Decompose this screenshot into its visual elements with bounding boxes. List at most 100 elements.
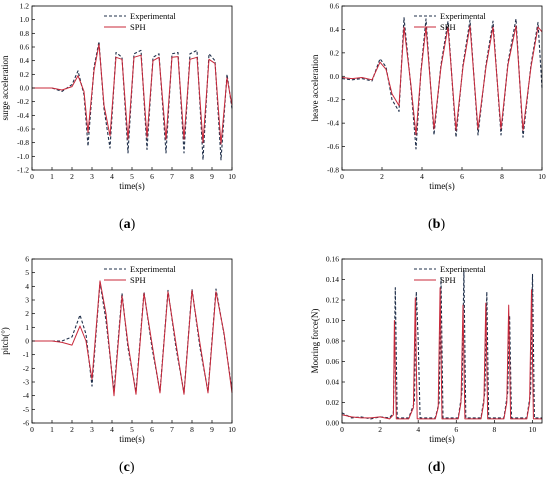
y-tick-label-b: 0.0	[330, 72, 340, 81]
x-tick-label-c: 6	[150, 425, 154, 434]
x-tick-label-a: 9	[210, 172, 214, 181]
x-tick-label-c: 2	[70, 425, 74, 434]
y-tick-label-c: 6	[25, 255, 29, 264]
legend-label-a-1: SPH	[130, 22, 146, 32]
series-line-a-experimental	[32, 40, 233, 161]
x-axis-label-d: time(s)	[429, 434, 455, 444]
x-tick-label-a: 0	[30, 172, 34, 181]
x-tick-label-a: 10	[228, 172, 236, 181]
y-tick-label-d: 0.02	[326, 398, 339, 407]
y-tick-label-c: -6	[23, 419, 29, 428]
series-line-b-sph	[341, 25, 543, 136]
y-tick-label-c: 5	[25, 268, 29, 277]
y-tick-label-a: -1.0	[17, 152, 29, 161]
y-tick-label-c: -1	[23, 350, 29, 359]
x-tick-label-b: 6	[460, 172, 464, 181]
series-line-d-experimental	[341, 269, 542, 420]
y-tick-label-a: -0.2	[17, 97, 29, 106]
plot-frame-b	[341, 5, 543, 171]
y-tick-label-c: 1	[25, 323, 29, 332]
x-tick-label-a: 7	[170, 172, 174, 181]
y-tick-label-d: 0.00	[326, 419, 339, 428]
panel-label-c: (c)	[119, 460, 135, 475]
y-tick-label-a: -0.6	[17, 125, 29, 134]
series-line-a-sph	[32, 43, 233, 145]
y-tick-label-b: 0.4	[330, 25, 340, 34]
x-tick-label-c: 3	[90, 425, 94, 434]
y-axis-label-b: heave acceleration	[310, 54, 320, 121]
x-tick-label-d: 6	[454, 425, 458, 434]
x-tick-label-a: 1	[50, 172, 54, 181]
x-tick-label-d: 0	[340, 425, 344, 434]
x-tick-label-c: 7	[170, 425, 174, 434]
x-tick-label-a: 8	[190, 172, 194, 181]
x-tick-label-a: 5	[130, 172, 134, 181]
y-axis-label-c: pitch(°)	[0, 327, 10, 355]
x-tick-label-c: 10	[228, 425, 236, 434]
x-tick-label-d: 2	[378, 425, 382, 434]
x-axis-label-b: time(s)	[429, 181, 455, 191]
y-tick-label-b: 0.2	[330, 48, 340, 57]
y-tick-label-a: 1.2	[20, 2, 30, 11]
x-tick-label-d: 4	[416, 425, 420, 434]
y-tick-label-a: -0.4	[17, 111, 29, 120]
x-tick-label-c: 9	[210, 425, 214, 434]
y-tick-label-c: 4	[25, 282, 29, 291]
x-tick-label-d: 8	[493, 425, 497, 434]
y-tick-label-b: -0.4	[327, 119, 339, 128]
legend-label-b-0: Experimental	[440, 11, 486, 21]
y-tick-label-d: 0.04	[326, 378, 339, 387]
x-tick-label-c: 0	[30, 425, 34, 434]
x-tick-label-a: 3	[90, 172, 94, 181]
series-line-c-experimental	[32, 281, 233, 394]
series-line-d-sph	[341, 287, 542, 420]
panel-label-b: (b)	[428, 217, 446, 232]
y-tick-label-d: 0.10	[326, 316, 339, 325]
y-tick-label-a: 0.0	[20, 84, 30, 93]
x-axis-label-a: time(s)	[119, 181, 145, 191]
panel-label-d: (d)	[428, 460, 446, 475]
y-tick-label-a: 0.2	[20, 70, 30, 79]
legend-label-a-0: Experimental	[130, 11, 176, 21]
y-tick-label-a: 0.8	[20, 29, 30, 38]
y-tick-label-c: -5	[23, 405, 29, 414]
x-tick-label-c: 4	[110, 425, 114, 434]
x-tick-label-c: 1	[50, 425, 54, 434]
x-tick-label-b: 8	[500, 172, 504, 181]
legend-label-c-1: SPH	[130, 275, 146, 285]
y-tick-label-d: 0.16	[326, 255, 339, 264]
y-tick-label-d: 0.12	[326, 296, 339, 305]
x-tick-label-a: 2	[70, 172, 74, 181]
legend-label-b-1: SPH	[440, 22, 456, 32]
x-tick-label-b: 4	[420, 172, 424, 181]
y-tick-label-c: 3	[25, 296, 29, 305]
y-tick-label-a: -0.8	[17, 138, 29, 147]
y-tick-label-c: 2	[25, 309, 29, 318]
y-tick-label-b: -0.8	[327, 166, 339, 175]
x-tick-label-b: 10	[538, 172, 546, 181]
x-tick-label-b: 0	[340, 172, 344, 181]
x-tick-label-c: 8	[190, 425, 194, 434]
legend-label-d-1: SPH	[440, 275, 456, 285]
y-tick-label-a: -1.2	[17, 166, 29, 175]
legend-label-d-0: Experimental	[440, 264, 486, 274]
y-axis-label-d: Mooring force(N)	[310, 309, 320, 374]
x-tick-label-b: 2	[380, 172, 384, 181]
y-tick-label-c: -3	[23, 378, 29, 387]
y-tick-label-a: 0.6	[20, 43, 30, 52]
y-tick-label-c: -4	[23, 391, 29, 400]
y-tick-label-b: -0.2	[327, 95, 339, 104]
x-tick-label-c: 5	[130, 425, 134, 434]
y-axis-label-a: surge acceleration	[0, 55, 10, 121]
series-line-c-sph	[32, 280, 233, 397]
series-line-b-experimental	[341, 17, 543, 150]
x-tick-label-d: 10	[529, 425, 537, 434]
y-tick-label-b: 0.6	[330, 2, 340, 11]
x-axis-label-c: time(s)	[119, 434, 145, 444]
y-tick-label-d: 0.14	[326, 275, 339, 284]
y-tick-label-a: 1.0	[20, 15, 30, 24]
x-tick-label-a: 6	[150, 172, 154, 181]
y-tick-label-d: 0.08	[326, 337, 339, 346]
y-tick-label-a: 0.4	[20, 56, 30, 65]
